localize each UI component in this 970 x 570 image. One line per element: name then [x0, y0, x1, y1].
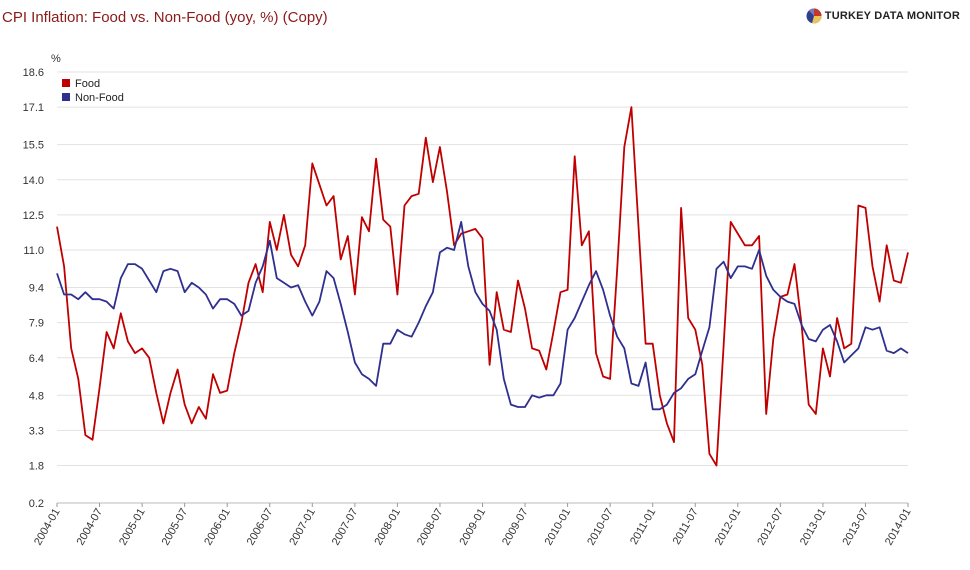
x-tick-label: 2011-07	[671, 507, 701, 547]
x-tick-label: 2009-07	[500, 507, 531, 548]
x-tick-label: 2007-01	[287, 507, 318, 548]
x-axis: 2004-01 2004-07 2005-01 2005-07 2006-01 2006-…	[32, 502, 914, 548]
y-axis-label: %	[51, 53, 61, 65]
chart-grid	[57, 71, 908, 504]
x-tick-label: 2008-01	[372, 507, 403, 548]
brand-name: TURKEY DATA MONITOR	[824, 10, 960, 22]
y-tick-label: 11.0	[23, 245, 44, 257]
y-tick-label: 1.8	[29, 461, 44, 473]
y-tick-label: 6.4	[29, 353, 44, 365]
brand-logo: TURKEY DATA MONITOR	[806, 8, 960, 24]
y-tick-label: 7.9	[29, 318, 44, 330]
y-tick-label: 9.4	[29, 283, 44, 295]
y-tick-label: 4.8	[29, 390, 44, 402]
x-tick-label: 2014-01	[883, 507, 914, 548]
x-tick-label: 2006-07	[245, 507, 276, 548]
x-tick-label: 2006-01	[202, 507, 233, 548]
series-line-non-food	[56, 220, 909, 411]
legend-swatch	[62, 79, 70, 87]
legend-swatch	[62, 93, 70, 101]
series-line-food	[56, 106, 909, 467]
x-tick-label: 2012-07	[755, 507, 786, 548]
x-tick-label: 2009-01	[458, 507, 489, 548]
legend: Food Non-Food	[62, 78, 124, 104]
x-tick-label: 2012-01	[713, 507, 744, 548]
x-tick-label: 2008-07	[415, 507, 446, 548]
legend-label: Food	[75, 78, 100, 90]
y-tick-label: 18.6	[23, 67, 44, 79]
series-lines	[56, 106, 909, 467]
x-tick-label: 2007-07	[330, 507, 361, 548]
chart-title: CPI Inflation: Food vs. Non-Food (yoy, %…	[2, 9, 328, 26]
x-tick-label: 2010-01	[543, 507, 574, 548]
y-tick-label: 12.5	[23, 210, 44, 222]
x-tick-label: 2013-07	[840, 507, 871, 548]
x-tick-label: 2005-07	[160, 507, 191, 548]
y-axis: 18.6 17.1 15.5 14.0 12.5 11.0 9.4 7.9 6.4 4.8 3.3 1…	[23, 67, 44, 510]
y-tick-label: 3.3	[29, 425, 44, 437]
y-tick-label: 14.0	[23, 175, 44, 187]
x-tick-label: 2010-07	[585, 507, 616, 548]
x-tick-label: 2004-07	[75, 507, 106, 548]
brand-globe-icon	[806, 8, 822, 24]
x-tick-label: 2011-01	[628, 507, 658, 547]
x-tick-label: 2013-01	[798, 507, 829, 548]
x-tick-label: 2005-01	[117, 507, 148, 548]
y-tick-label: 17.1	[23, 102, 44, 114]
y-tick-label: 0.2	[29, 498, 44, 510]
x-tick-label: 2004-01	[32, 507, 63, 548]
legend-label: Non-Food	[75, 92, 124, 104]
y-tick-label: 15.5	[23, 140, 44, 152]
